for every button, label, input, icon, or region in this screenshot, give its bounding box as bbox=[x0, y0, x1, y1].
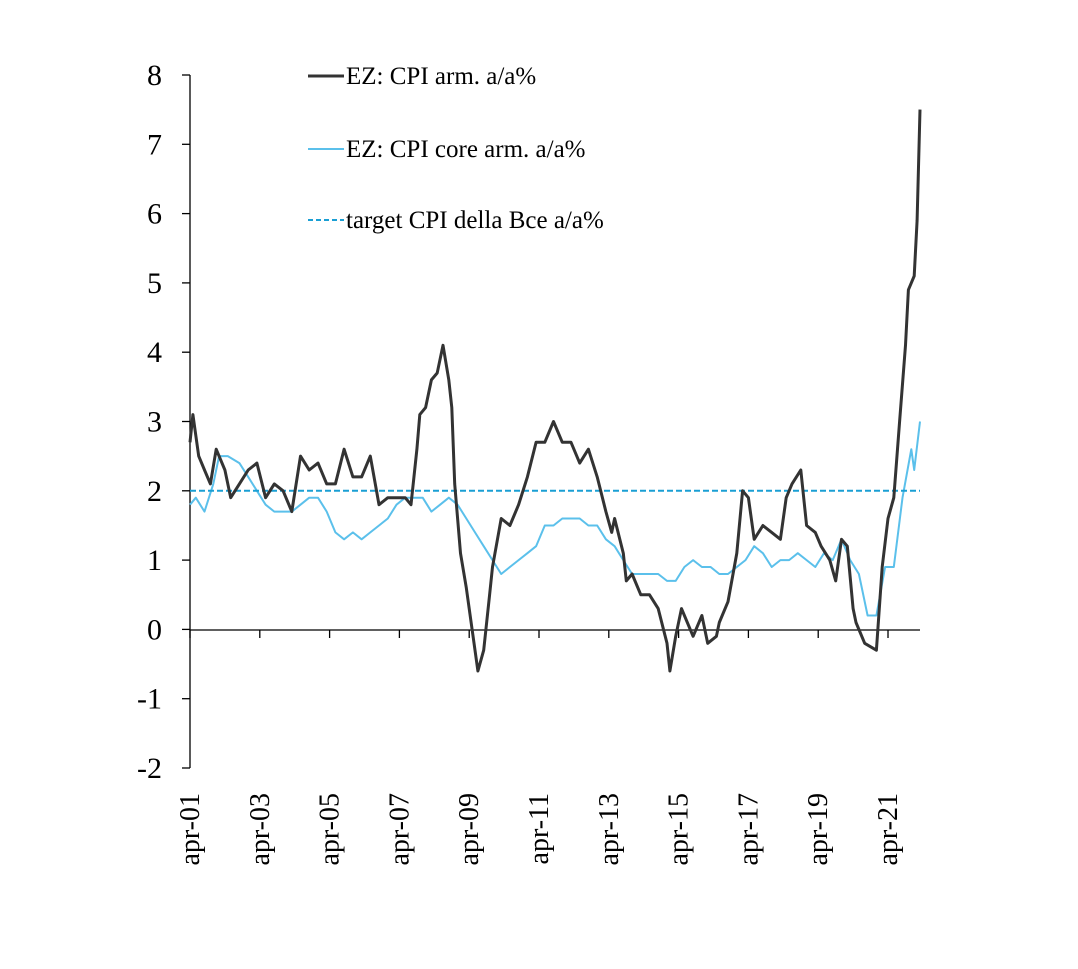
y-tick-label: 6 bbox=[147, 198, 162, 231]
x-tick-label: apr-13 bbox=[594, 793, 625, 866]
x-axis: apr-01 apr-03 apr-05 apr-07 apr-09 apr-11 apr-… bbox=[175, 629, 920, 866]
y-ticks: 8 7 6 5 4 3 2 1 0 -1 -2 bbox=[137, 59, 190, 785]
y-tick-label: 7 bbox=[147, 128, 162, 161]
y-tick-label: 2 bbox=[147, 475, 162, 508]
y-tick-label: 1 bbox=[147, 544, 162, 577]
y-tick-label: 8 bbox=[147, 59, 162, 92]
x-tick-label: apr-05 bbox=[315, 793, 346, 866]
y-tick-label: -2 bbox=[137, 752, 162, 785]
x-tick-label: apr-03 bbox=[245, 793, 276, 866]
x-tick-label: apr-11 bbox=[524, 793, 555, 864]
legend-label-core: EZ: CPI core arm. a/a% bbox=[346, 136, 586, 163]
legend-item-cpi: EZ: CPI arm. a/a% bbox=[308, 63, 536, 90]
x-tick-label: apr-21 bbox=[873, 793, 904, 866]
series-layer bbox=[188, 109, 922, 673]
legend-label-cpi: EZ: CPI arm. a/a% bbox=[346, 63, 536, 90]
legend: EZ: CPI arm. a/a% EZ: CPI core arm. a/a%… bbox=[308, 63, 604, 234]
x-ticks: apr-01 apr-03 apr-05 apr-07 apr-09 apr-11 apr-… bbox=[175, 630, 904, 866]
y-tick-label: 4 bbox=[147, 336, 162, 369]
series-line-cpi bbox=[188, 109, 922, 673]
x-tick-label: apr-01 bbox=[175, 793, 206, 866]
legend-item-target: target CPI della Bce a/a% bbox=[308, 207, 604, 234]
y-tick-label: 0 bbox=[147, 613, 162, 646]
series-line-core bbox=[189, 421, 921, 617]
x-tick-label: apr-17 bbox=[733, 793, 764, 866]
legend-item-core: EZ: CPI core arm. a/a% bbox=[308, 136, 586, 163]
legend-label-target: target CPI della Bce a/a% bbox=[346, 207, 604, 234]
y-axis: 8 7 6 5 4 3 2 1 0 -1 -2 bbox=[137, 59, 191, 785]
y-tick-label: 3 bbox=[147, 406, 162, 439]
x-tick-label: apr-19 bbox=[803, 793, 834, 866]
y-tick-label: -1 bbox=[137, 683, 162, 716]
x-tick-label: apr-15 bbox=[664, 793, 695, 866]
x-tick-label: apr-07 bbox=[384, 793, 415, 866]
y-tick-label: 5 bbox=[147, 267, 162, 300]
x-tick-label: apr-09 bbox=[454, 793, 485, 866]
